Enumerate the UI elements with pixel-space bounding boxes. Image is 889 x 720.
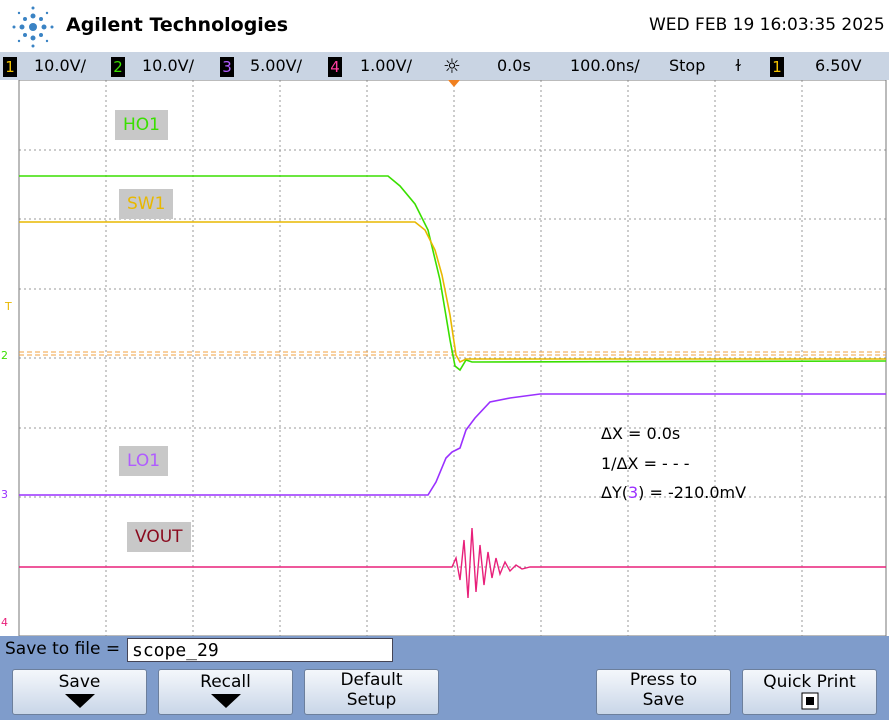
ch2-marker: 2 (1, 349, 8, 362)
trigger-edge-icon: ɫ (735, 56, 742, 75)
ch3-marker: 3 (1, 488, 8, 501)
trace-sw1 (19, 221, 886, 364)
trigger-source: 1 (770, 56, 784, 77)
trigger-position (448, 80, 460, 87)
measurement: 1/ΔX = - - - (601, 454, 690, 473)
grid (19, 80, 886, 636)
softkey-button[interactable]: Press to Save (596, 669, 731, 715)
button-label: Save (58, 672, 101, 692)
measurement-channel: 3 (627, 483, 639, 502)
waveform-display (18, 80, 887, 636)
arrow-icon (210, 694, 241, 708)
trace-label: LO1 (119, 446, 169, 476)
channel-scale: 5.00V/ (250, 56, 302, 75)
channel-scale: 10.0V/ (34, 56, 86, 75)
trigger-level: 6.50V (815, 56, 862, 75)
trace-vout (19, 527, 886, 599)
delay: 0.0s (497, 56, 531, 75)
save-to-file-label: Save to file = (5, 639, 121, 659)
ch4-marker: 4 (1, 616, 8, 629)
graticule-border (18, 80, 887, 636)
measurement: ΔX = 0.0s (601, 424, 681, 443)
trace-lo1 (19, 393, 886, 496)
trace-label: VOUT (127, 522, 191, 552)
channel-number: 4 (328, 56, 342, 77)
datetime: WED FEB 19 16:03:35 2025 (649, 15, 885, 35)
button-label: Quick Print (763, 672, 856, 692)
measurement: ΔY(3) = -210.0mV (601, 483, 746, 502)
arrow-icon (64, 694, 95, 708)
channel-number: 3 (220, 56, 234, 77)
brand: Agilent Technologies (66, 14, 289, 36)
measurement-part: ΔY( (601, 483, 628, 502)
channel-scale: 1.00V/ (360, 56, 412, 75)
timebase: 100.0ns/ (570, 56, 640, 75)
trace-ho1 (19, 175, 887, 372)
channel-number: 1 (3, 56, 17, 77)
button-label: Recall (200, 672, 251, 692)
delay-icon: ☼ (443, 54, 461, 78)
channel-number: 2 (111, 56, 125, 77)
channel-scale: 10.0V/ (142, 56, 194, 75)
logo (12, 6, 54, 48)
softkey-button[interactable]: Default Setup (304, 669, 439, 715)
trace-label: SW1 (119, 189, 174, 219)
file-name-field[interactable]: scope_29 (127, 638, 393, 662)
trigger-marker: T (5, 300, 12, 313)
checkbox-icon (801, 692, 818, 710)
measurement-part: ) = -210.0mV (638, 483, 747, 502)
trace-label: HO1 (115, 110, 168, 140)
run-state: Stop (669, 56, 706, 75)
softkey-button[interactable]: Save (12, 669, 147, 715)
status-bar: 1 10.0V/ 2 10.0V/ 3 5.00V/ 4 1.00V/ ☼ 0.… (0, 52, 889, 80)
softkey-button[interactable]: Recall (158, 669, 293, 715)
softkey-button[interactable]: Quick Print (742, 669, 877, 715)
